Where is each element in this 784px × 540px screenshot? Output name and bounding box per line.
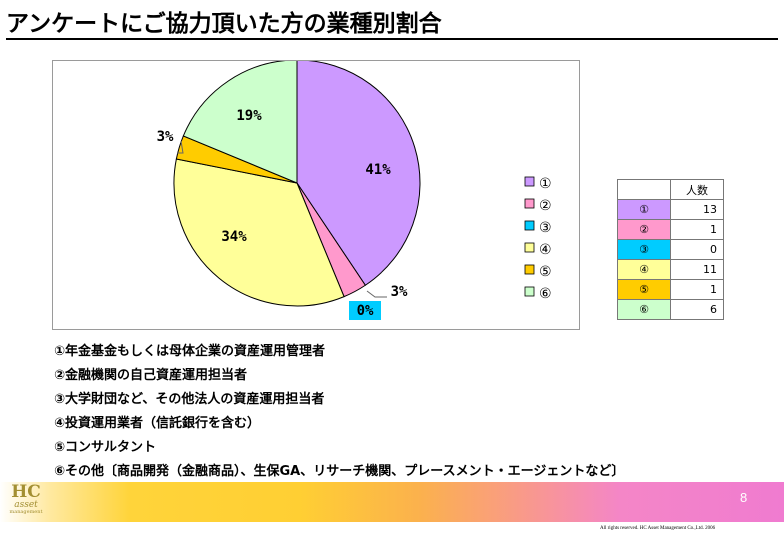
pie-label-3: 0% [357, 303, 374, 319]
legend-swatch-2 [524, 198, 535, 209]
table-cell-category: ② [617, 219, 671, 240]
pie-label-box-3 [349, 301, 381, 320]
table-cell-category: ① [617, 199, 671, 220]
legend-swatch-3 [524, 220, 535, 231]
callout-line-2 [177, 140, 184, 154]
legend-label-6: ⑥ [539, 286, 552, 302]
legend-swatch-4 [524, 242, 535, 253]
note-4: ④投資運用業者（信託銀行を含む） [54, 416, 261, 431]
table-cell-count: 1 [670, 219, 724, 240]
title-underline [6, 38, 778, 40]
pie-slice-1 [296, 61, 421, 286]
table-cell-count: 0 [670, 239, 724, 260]
table-row: ① 13 [617, 199, 724, 220]
table-cell-count: 6 [670, 299, 724, 320]
count-table: 人数 ① 13 ② 1 ③ 0 ④ 11 ⑤ 1 ⑥ 6 [617, 179, 724, 320]
table-header-row: 人数 [617, 179, 724, 200]
table-row: ④ 11 [617, 259, 724, 280]
table-cell-category: ⑥ [617, 299, 671, 320]
pie-label-2: 3% [391, 284, 408, 300]
table-cell-category: ③ [617, 239, 671, 260]
table-cell-category: ⑤ [617, 279, 671, 300]
legend-swatch-6 [524, 286, 535, 297]
footer-band [0, 482, 784, 522]
logo-management: management [9, 509, 43, 515]
table-cell-category: ④ [617, 259, 671, 280]
pie-label-4: 34% [221, 229, 247, 245]
table-cell-count: 11 [670, 259, 724, 280]
logo-hc: HC [11, 482, 41, 502]
table-header-count: 人数 [670, 179, 724, 200]
note-1: ①年金基金もしくは母体企業の資産運用管理者 [54, 344, 326, 359]
pie-slice-6 [182, 61, 298, 184]
note-5: ⑤コンサルタント [54, 440, 157, 455]
category-notes: ①年金基金もしくは母体企業の資産運用管理者 ②金融機関の自己資産運用担当者 ③大… [54, 340, 624, 484]
legend-label-2: ② [539, 198, 552, 214]
pie-chart: 41% 3% 0% 34% 3% 19% ① ② ③ ④ ⑤ ⑥ [157, 61, 552, 320]
table-header-blank [617, 179, 671, 200]
note-6: ⑥その他〔商品開発（金融商品）、生保GA、リサーチ機関、プレースメント・エージェ… [54, 464, 625, 479]
legend-swatch-5 [524, 264, 535, 275]
note-2: ②金融機関の自己資産運用担当者 [54, 368, 248, 383]
page-title: アンケートにご協力頂いた方の業種別割合 [6, 11, 442, 37]
chart-frame: 41% 3% 0% 34% 3% 19% ① ② ③ ④ ⑤ ⑥ [52, 60, 580, 330]
table-cell-count: 1 [670, 279, 724, 300]
copyright-text: All rights reserved. HC Asset Management… [600, 526, 716, 531]
pie-label-6: 19% [236, 108, 262, 124]
company-logo: HC asset management [6, 484, 46, 522]
legend-label-1: ① [539, 176, 552, 192]
legend-label-5: ⑤ [539, 264, 552, 280]
legend-swatch-1 [524, 176, 535, 187]
logo-asset: asset [14, 500, 38, 510]
pie-slice-4 [173, 158, 345, 307]
page-number: 8 [740, 490, 748, 505]
table-cell-count: 13 [670, 199, 724, 220]
note-3: ③大学財団など、その他法人の資産運用担当者 [54, 392, 325, 407]
legend-label-3: ③ [539, 220, 552, 236]
pie-label-1: 41% [365, 162, 391, 178]
pie-label-5: 3% [157, 129, 174, 145]
callout-line-1 [366, 290, 387, 298]
legend-label-4: ④ [539, 242, 552, 258]
